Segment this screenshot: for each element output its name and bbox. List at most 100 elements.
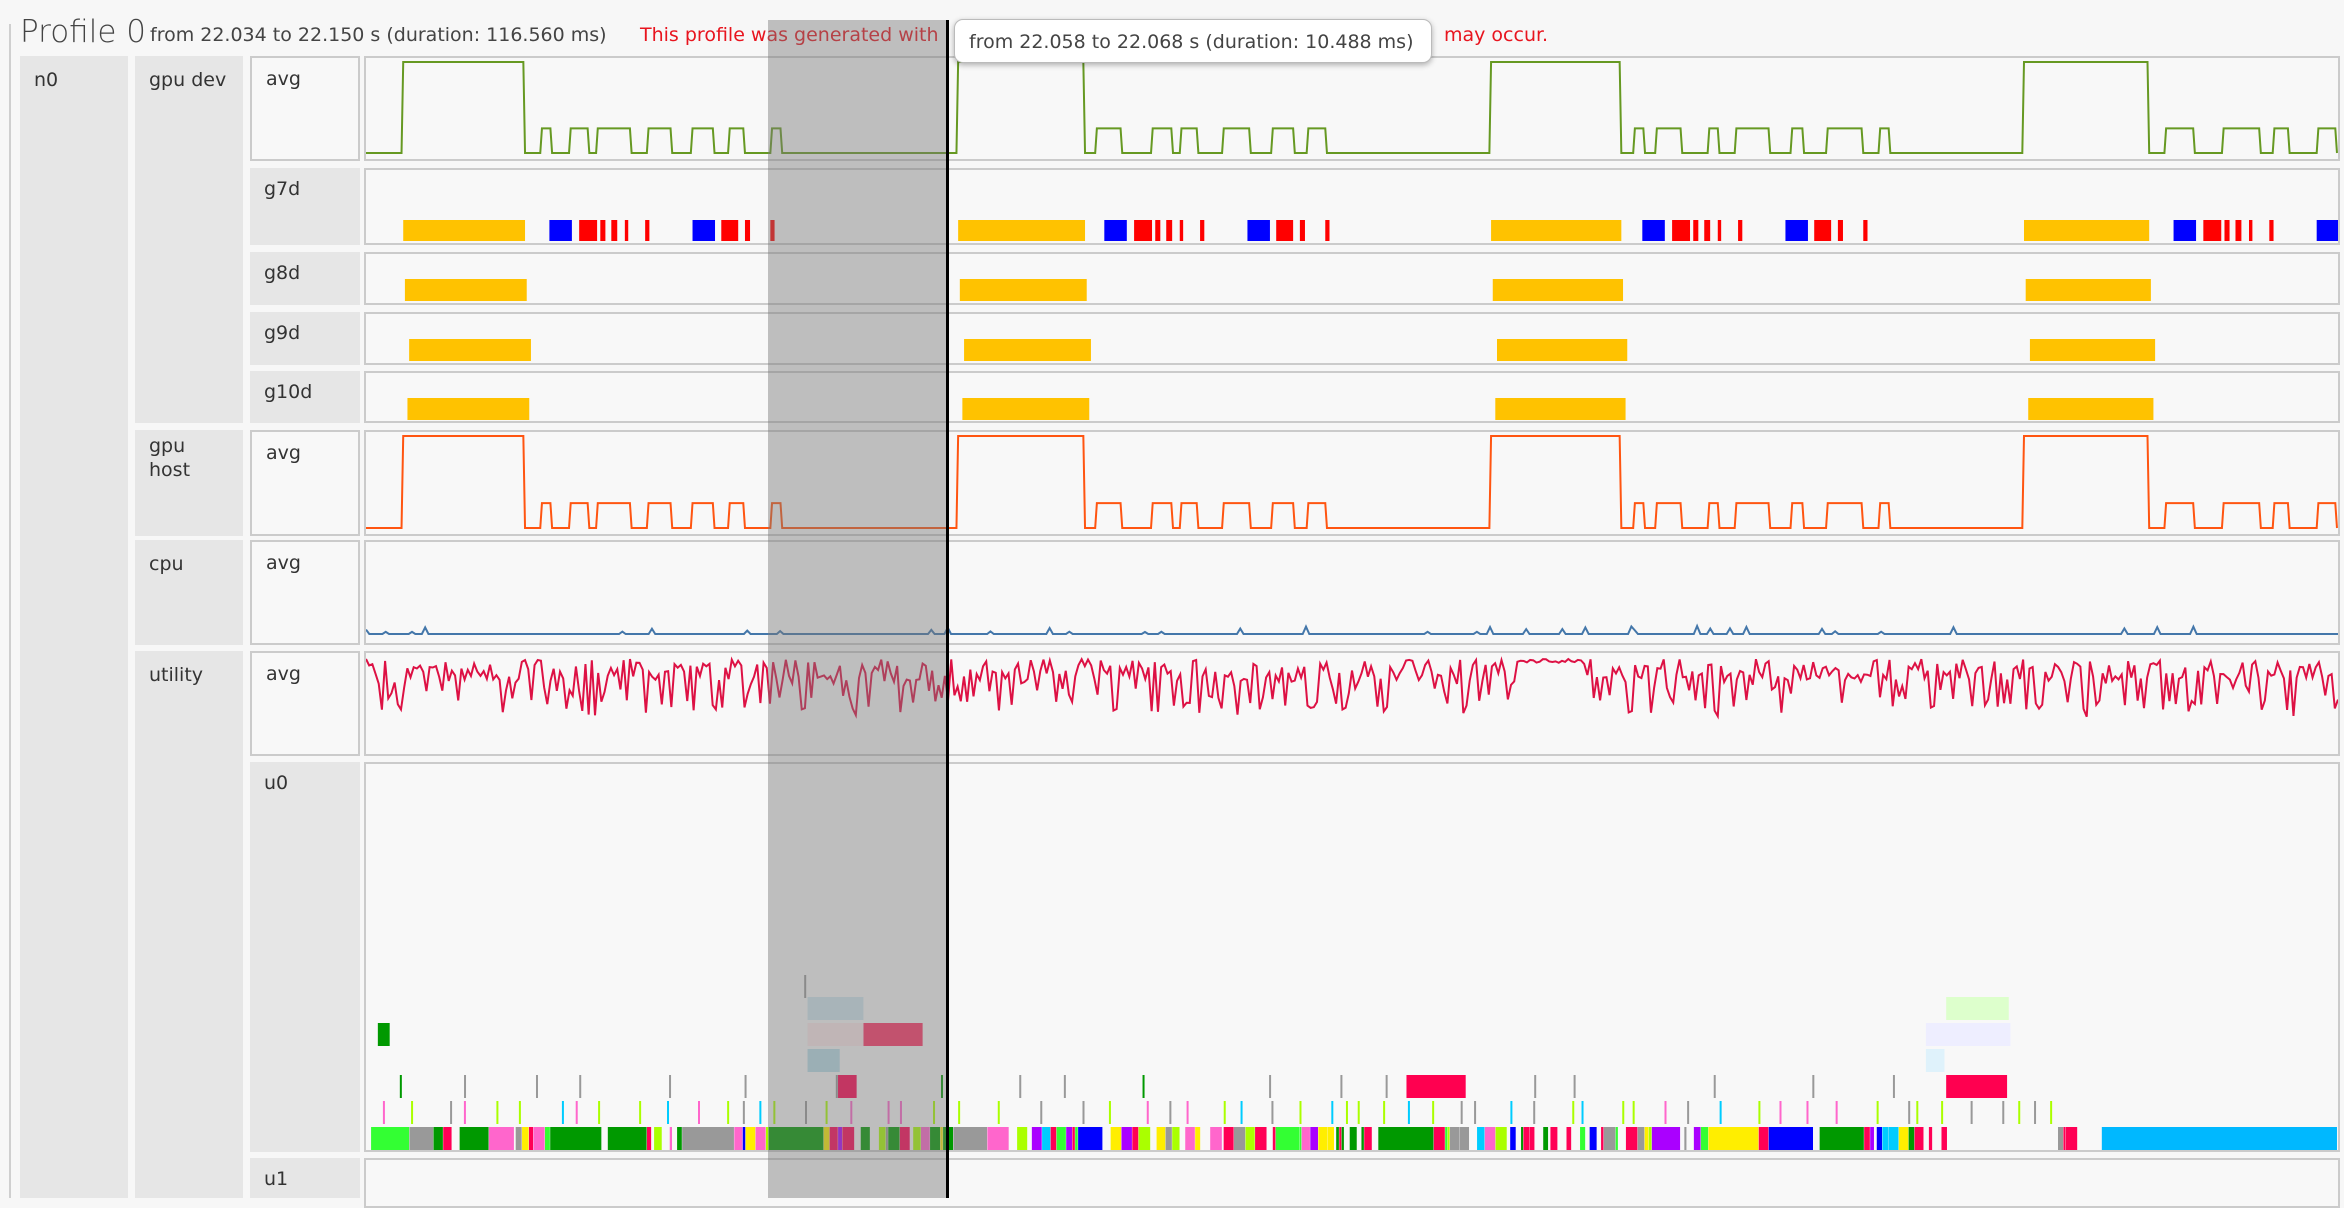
u0-block[interactable] (863, 1023, 923, 1046)
u0-event[interactable] (411, 1101, 414, 1124)
u0-event[interactable] (1275, 1127, 1300, 1150)
u0-block[interactable] (1925, 1049, 1945, 1072)
u0-event[interactable] (1432, 1101, 1435, 1124)
u0-event[interactable] (1477, 1127, 1485, 1150)
marker-blue[interactable] (2173, 220, 2197, 241)
row-label-g8d[interactable]: g8d (250, 252, 360, 305)
marker-red[interactable] (600, 220, 606, 241)
u0-event[interactable] (488, 1127, 514, 1150)
u0-event[interactable] (878, 1127, 886, 1150)
u0-event[interactable] (1876, 1101, 1879, 1124)
marker-blue[interactable] (692, 220, 716, 241)
u0-block[interactable] (807, 1023, 864, 1046)
u0-event[interactable] (920, 1127, 930, 1150)
u0-event[interactable] (459, 1127, 489, 1150)
u0-event[interactable] (860, 1127, 870, 1150)
u0-event[interactable] (1327, 1127, 1334, 1150)
u0-event[interactable] (1928, 1127, 1933, 1150)
busy-bar[interactable] (962, 398, 1090, 420)
marker-blue[interactable] (549, 220, 572, 241)
u0-event[interactable] (1357, 1101, 1360, 1124)
u0-event[interactable] (1550, 1127, 1558, 1150)
u0-event[interactable] (899, 1127, 910, 1150)
marker-red[interactable] (1166, 220, 1173, 241)
u0-event[interactable] (1066, 1127, 1073, 1150)
u0-event[interactable] (958, 1101, 961, 1124)
u0-event[interactable] (1121, 1127, 1132, 1150)
u0-event[interactable] (1310, 1127, 1318, 1150)
u0-event[interactable] (518, 1101, 521, 1124)
u0-event[interactable] (1581, 1101, 1584, 1124)
utility-avg-plot[interactable] (364, 651, 2340, 756)
busy-bar[interactable] (958, 220, 1086, 241)
u0-event[interactable] (522, 1127, 529, 1150)
u0-event[interactable] (744, 1075, 747, 1098)
marker-red[interactable] (1672, 220, 1691, 241)
marker-red[interactable] (2269, 220, 2274, 241)
u0-event[interactable] (1914, 1127, 1924, 1150)
marker-red[interactable] (1134, 220, 1153, 241)
u0-event[interactable] (598, 1101, 601, 1124)
u0-event[interactable] (1108, 1101, 1111, 1124)
u0-event[interactable] (1075, 1127, 1078, 1150)
u0-event[interactable] (1589, 1127, 1597, 1150)
u0-event[interactable] (1299, 1101, 1302, 1124)
u0-event[interactable] (1449, 1127, 1460, 1150)
u0-event[interactable] (1349, 1127, 1357, 1150)
u0-event[interactable] (1240, 1101, 1243, 1124)
u0-event[interactable] (1693, 1127, 1701, 1150)
marker-red[interactable] (2235, 220, 2242, 241)
u0-event[interactable] (450, 1101, 453, 1124)
u0-event[interactable] (1255, 1127, 1267, 1150)
u0-event[interactable] (1433, 1127, 1445, 1150)
u0-event[interactable] (1510, 1101, 1513, 1124)
group-gpu-dev[interactable]: gpu dev (135, 56, 243, 423)
u0-event[interactable] (1361, 1127, 1364, 1150)
u0-event[interactable] (2034, 1101, 2037, 1124)
u0-event[interactable] (987, 1127, 1009, 1150)
u0-event[interactable] (1056, 1127, 1066, 1150)
u0-event[interactable] (1819, 1127, 1864, 1150)
u0-block[interactable] (377, 1023, 390, 1046)
u0-event[interactable] (1301, 1127, 1310, 1150)
marker-red[interactable] (1837, 220, 1843, 241)
u0-event[interactable] (804, 1101, 807, 1124)
u0-event[interactable] (382, 1101, 385, 1124)
u0-event[interactable] (1195, 1127, 1201, 1150)
marker-red[interactable] (611, 220, 618, 241)
u0-event[interactable] (544, 1127, 550, 1150)
u0-event[interactable] (1460, 1101, 1463, 1124)
u0-event[interactable] (1644, 1127, 1649, 1150)
u0-block[interactable] (2101, 1127, 2337, 1150)
u0-event[interactable] (1063, 1075, 1066, 1098)
u0-event[interactable] (1146, 1101, 1149, 1124)
u0-event[interactable] (607, 1127, 647, 1150)
u0-event[interactable] (829, 1127, 838, 1150)
u0-event[interactable] (1156, 1127, 1166, 1150)
marker-red[interactable] (1738, 220, 1743, 241)
marker-red[interactable] (1179, 220, 1184, 241)
u0-event[interactable] (1529, 1127, 1535, 1150)
u0-event[interactable] (1407, 1101, 1410, 1124)
u0-event[interactable] (1510, 1127, 1516, 1150)
row-label-g7d[interactable]: g7d (250, 168, 360, 245)
u0-event[interactable] (1768, 1127, 1814, 1150)
u0-event[interactable] (1017, 1127, 1028, 1150)
marker-red[interactable] (1717, 220, 1722, 241)
u0-event[interactable] (1625, 1127, 1638, 1150)
u0-event[interactable] (2002, 1101, 2005, 1124)
marker-red[interactable] (770, 220, 775, 241)
u0-event[interactable] (2018, 1101, 2021, 1124)
u0-event[interactable] (1318, 1127, 1328, 1150)
u0-event[interactable] (1223, 1127, 1234, 1150)
marker-red[interactable] (1693, 220, 1699, 241)
u0-event[interactable] (1336, 1127, 1339, 1150)
gpu-dev-avg-plot[interactable] (364, 56, 2340, 161)
u0-event[interactable] (533, 1127, 545, 1150)
u0-event[interactable] (1378, 1127, 1434, 1150)
u0-event[interactable] (399, 1075, 402, 1098)
u0-event[interactable] (1364, 1127, 1372, 1150)
time-selection[interactable] (768, 20, 946, 1198)
u0-event[interactable] (1908, 1101, 1911, 1124)
u0-event[interactable] (1234, 1127, 1246, 1150)
